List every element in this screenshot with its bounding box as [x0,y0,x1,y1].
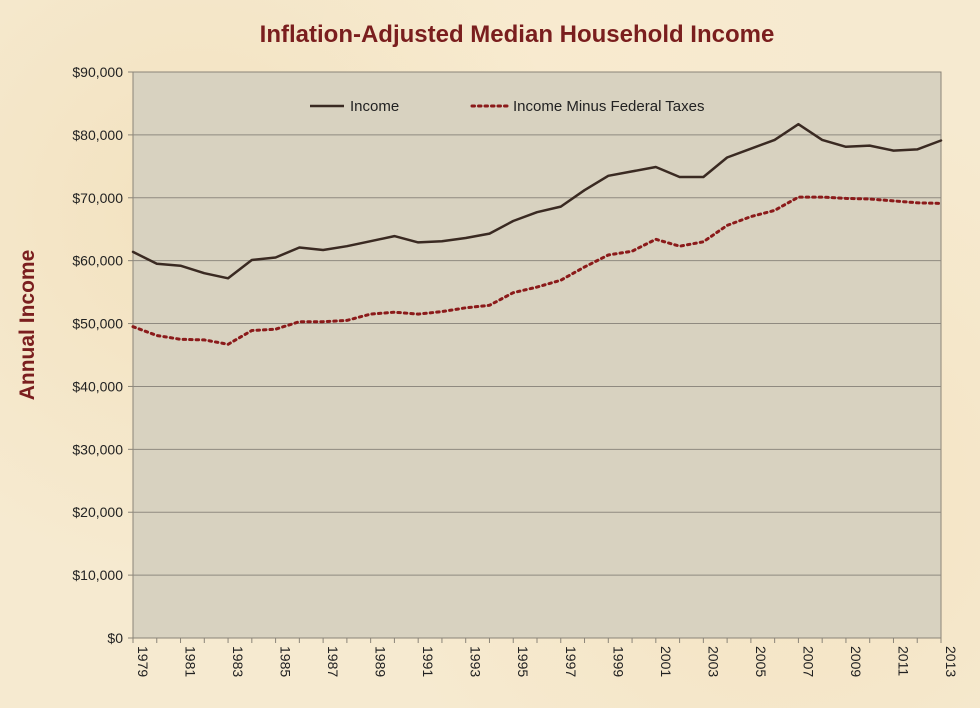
x-tick-label: 1983 [230,646,246,677]
chart-title: Inflation-Adjusted Median Household Inco… [260,21,775,48]
y-tick-label: $30,000 [72,441,123,457]
y-tick-label: $10,000 [72,567,123,583]
y-axis-label: Annual Income [16,250,39,401]
x-tick-label: 1993 [468,646,484,677]
legend-label-income-minus-taxes: Income Minus Federal Taxes [513,98,704,115]
y-tick-label: $80,000 [72,127,123,143]
y-tick-label: $40,000 [72,378,123,394]
x-tick-label: 2007 [800,646,816,677]
x-tick-label: 1981 [183,646,199,677]
y-tick-label: $60,000 [72,253,123,269]
y-tick-label: $90,000 [72,64,123,80]
x-tick-label: 1999 [610,646,626,677]
y-tick-label: $20,000 [72,504,123,520]
x-axis-ticks: 1979 1981 1983 1985 1987 1989 1991 1993 1995 1997… [132,638,959,677]
x-tick-label: 1995 [515,646,531,677]
y-tick-label: $0 [107,630,123,646]
x-tick-label: 2009 [848,646,864,677]
x-tick-label: 2013 [943,646,959,677]
x-tick-label: 2011 [895,646,911,676]
series-line-income [131,122,943,280]
x-tick-label: 2001 [658,646,674,677]
y-axis-ticks: $0 $10,000 $20,000 $30,000 $40,000 $50,000 $60… [72,64,133,646]
series-line-income-minus-taxes [131,195,943,346]
x-tick-label: 1997 [563,646,579,677]
series-lines [131,122,943,346]
y-tick-label: $50,000 [72,316,123,332]
gridlines [133,134,941,576]
x-tick-label: 1991 [420,646,436,677]
legend: Income Income Minus Federal Taxes [310,98,704,115]
x-tick-label: 1987 [325,646,341,677]
legend-label-income: Income [350,98,399,115]
x-tick-label: 1979 [135,646,151,677]
plot-area [132,71,942,639]
x-tick-label: 1989 [373,646,389,677]
x-tick-label: 2003 [705,646,721,677]
y-tick-label: $70,000 [72,190,123,206]
x-tick-label: 2005 [753,646,769,677]
x-tick-label: 1985 [278,646,294,677]
